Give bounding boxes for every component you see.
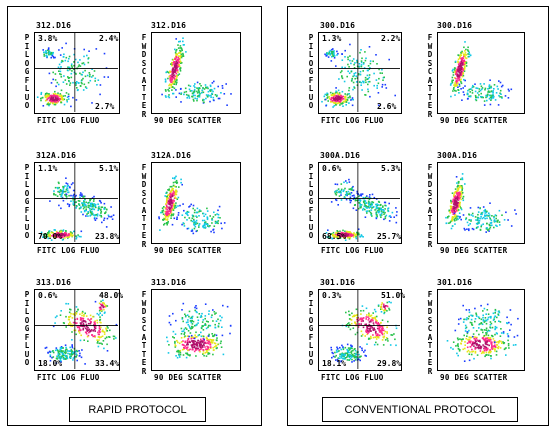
p1-r0-scatter-y-axis-label: FWD SCATTER (427, 33, 433, 119)
p1-r2-fluo-pct-lower-right: 29.8% (377, 359, 402, 368)
p1-r0-fluo-density-dots (319, 33, 400, 112)
p0-r0-fluo-x-axis-label: FITC LOG FLUO (37, 116, 100, 125)
p0-r0-fluo-y-axis-label: PI LOG FLUO (24, 33, 30, 110)
p0-r2-fluo-x-axis-label: FITC LOG FLUO (37, 373, 100, 382)
p0-r0-fluo-pct-lower-right: 2.7% (95, 102, 115, 111)
p0-r2-fluo-pct-lower-right: 33.4% (95, 359, 120, 368)
p1-r0-fluo-pct-upper-right: 2.2% (381, 34, 401, 43)
p1-r1-fluo-x-axis-label: FITC LOG FLUO (321, 246, 384, 255)
p1-r1-fluo-y-axis-label: PI LOG FLUO (308, 163, 314, 240)
p0-r0-fluo-density-dots (35, 33, 118, 112)
rapid-protocol-label: RAPID PROTOCOL (69, 397, 206, 422)
p0-r0-scatter-plot (151, 32, 241, 114)
p1-r0-fluo-y-axis-label: PI LOG FLUO (308, 33, 314, 110)
p0-r2-scatter-density-dots (166, 302, 232, 359)
p1-r2-fluo-pct-lower-left: 18.1% (322, 359, 347, 368)
p1-r2-fluo-plot (318, 289, 402, 371)
p1-r1-fluo-pct-upper-left: 0.6% (322, 164, 342, 173)
p1-r1-fluo-plot (318, 162, 402, 244)
p1-r1-scatter-x-axis-label: 90 DEG SCATTER (440, 246, 508, 255)
p0-r2-fluo-y-axis-label: PI LOG FLUO (24, 290, 30, 367)
p0-r0-scatter-density-dots (161, 37, 232, 106)
p0-r1-fluo-y-axis-label: PI LOG FLUO (24, 163, 30, 240)
p1-r2-scatter-title: 301.D16 (437, 278, 473, 287)
p0-r0-scatter-title: 312.D16 (151, 21, 187, 30)
p0-r0-fluo-plot (34, 32, 120, 114)
p1-r1-scatter-density-dots (445, 173, 517, 233)
p0-r0-fluo-title: 312.D16 (36, 21, 72, 30)
p1-r0-scatter-title: 300.D16 (437, 21, 473, 30)
p1-r0-scatter-density-dots (449, 41, 513, 106)
p1-r2-fluo-pct-upper-right: 51.0% (381, 291, 406, 300)
p0-r2-scatter-title: 313.D16 (151, 278, 187, 287)
p0-r1-scatter-y-axis-label: FWD SCATTER (141, 163, 147, 249)
p0-r2-scatter-y-axis-label: FWD SCATTER (141, 290, 147, 376)
p0-r0-scatter-x-axis-label: 90 DEG SCATTER (154, 116, 222, 125)
p0-r1-fluo-x-axis-label: FITC LOG FLUO (37, 246, 100, 255)
p1-r1-fluo-title: 300A.D16 (320, 151, 361, 160)
p1-r0-fluo-plot (318, 32, 402, 114)
p1-r2-fluo-title: 301.D16 (320, 278, 356, 287)
p0-r1-fluo-plot (34, 162, 120, 244)
p0-r1-fluo-pct-lower-left: 70.0% (38, 232, 63, 241)
p1-r1-scatter-plot (437, 162, 525, 244)
p0-r1-scatter-density-dots (158, 175, 226, 235)
p0-r0-fluo-pct-upper-left: 3.8% (38, 34, 58, 43)
p1-r0-fluo-x-axis-label: FITC LOG FLUO (321, 116, 384, 125)
p1-r2-fluo-density-dots (319, 290, 400, 369)
p0-r1-fluo-pct-upper-right: 5.1% (99, 164, 119, 173)
p1-r1-fluo-pct-lower-right: 25.7% (377, 232, 402, 241)
p1-r0-scatter-plot (437, 32, 525, 114)
conventional-protocol-label: CONVENTIONAL PROTOCOL (322, 397, 518, 422)
p1-r0-fluo-pct-lower-right: 2.6% (377, 102, 397, 111)
p0-r1-fluo-pct-upper-left: 1.1% (38, 164, 58, 173)
p1-r1-fluo-pct-lower-left: 68.5% (322, 232, 347, 241)
p1-r0-scatter-x-axis-label: 90 DEG SCATTER (440, 116, 508, 125)
p1-r2-fluo-x-axis-label: FITC LOG FLUO (321, 373, 384, 382)
p1-r1-scatter-title: 300A.D16 (437, 151, 478, 160)
p0-r1-fluo-title: 312A.D16 (36, 151, 77, 160)
p0-r0-scatter-y-axis-label: FWD SCATTER (141, 33, 147, 119)
p0-r2-fluo-density-dots (35, 290, 118, 369)
p0-r2-fluo-plot (34, 289, 120, 371)
p0-r1-fluo-density-dots (35, 163, 118, 242)
p1-r2-scatter-density-dots (446, 303, 519, 362)
p0-r2-fluo-pct-upper-right: 48.0% (99, 291, 124, 300)
p0-r2-fluo-pct-upper-left: 0.6% (38, 291, 58, 300)
p1-r2-fluo-y-axis-label: PI LOG FLUO (308, 290, 314, 367)
p0-r2-scatter-x-axis-label: 90 DEG SCATTER (154, 373, 222, 382)
p1-r2-scatter-x-axis-label: 90 DEG SCATTER (440, 373, 508, 382)
p1-r1-fluo-pct-upper-right: 5.3% (381, 164, 401, 173)
p1-r1-fluo-density-dots (319, 163, 400, 242)
p1-r2-scatter-y-axis-label: FWD SCATTER (427, 290, 433, 376)
p0-r1-scatter-x-axis-label: 90 DEG SCATTER (154, 246, 222, 255)
p0-r1-scatter-plot (151, 162, 241, 244)
p1-r0-fluo-title: 300.D16 (320, 21, 356, 30)
p1-r0-fluo-pct-upper-left: 1.3% (322, 34, 342, 43)
p0-r0-fluo-pct-upper-right: 2.4% (99, 34, 119, 43)
p0-r1-scatter-title: 312A.D16 (151, 151, 192, 160)
p0-r2-fluo-pct-lower-left: 18.0% (38, 359, 63, 368)
p1-r1-scatter-y-axis-label: FWD SCATTER (427, 163, 433, 249)
p0-r2-fluo-title: 313.D16 (36, 278, 72, 287)
p0-r1-fluo-pct-lower-right: 23.8% (95, 232, 120, 241)
p0-r2-scatter-plot (151, 289, 241, 371)
p1-r2-scatter-plot (437, 289, 525, 371)
p1-r2-fluo-pct-upper-left: 0.3% (322, 291, 342, 300)
